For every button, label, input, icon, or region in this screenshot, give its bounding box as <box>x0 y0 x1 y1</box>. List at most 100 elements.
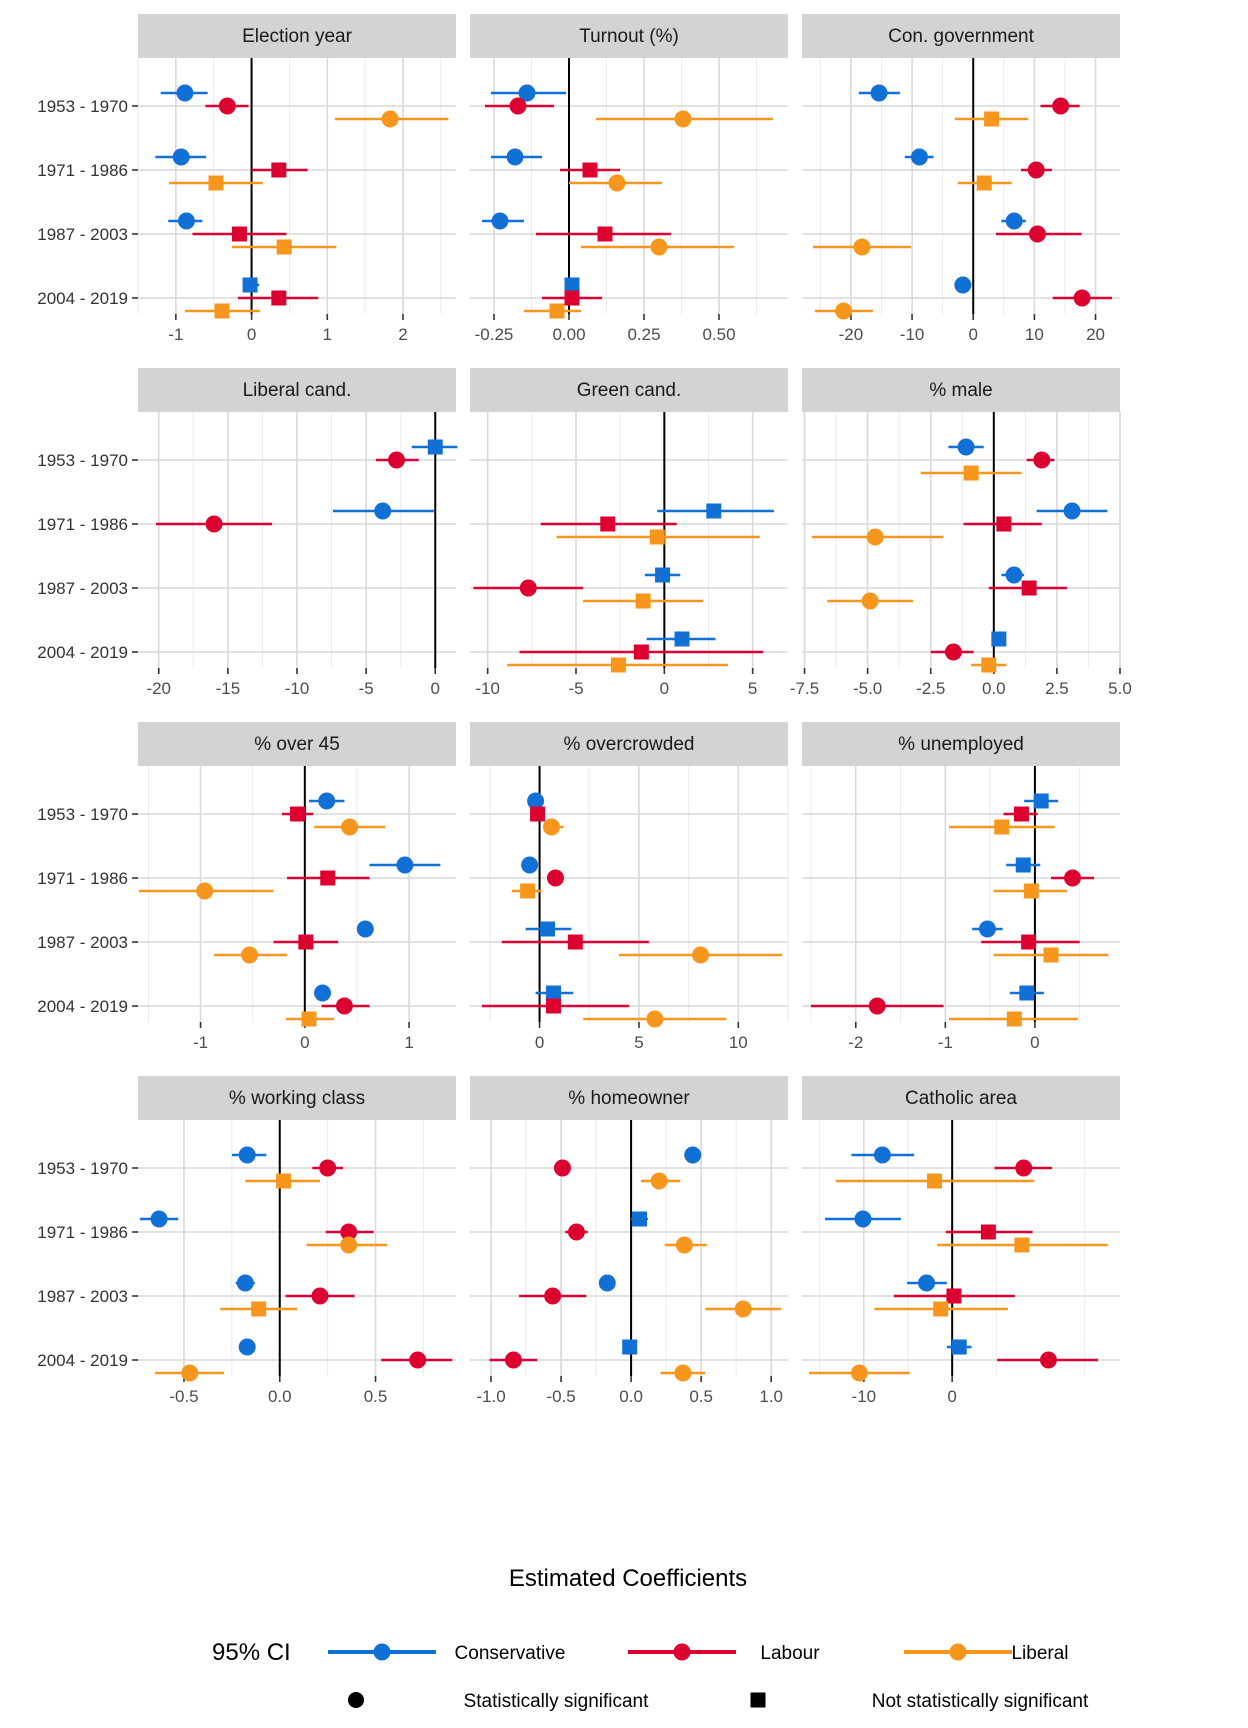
point-estimate-significant <box>519 579 537 597</box>
y-tick-label: 2004 - 2019 <box>37 643 128 662</box>
panel-strip <box>138 368 456 412</box>
x-tick-label: -10 <box>285 679 310 698</box>
point-estimate-significant <box>396 856 414 874</box>
point-estimate-not-significant <box>984 111 1000 127</box>
point-estimate-significant <box>957 438 975 456</box>
x-tick-label: -1 <box>193 1033 208 1052</box>
y-tick-label: 2004 - 2019 <box>37 1351 128 1370</box>
point-estimate-significant <box>835 302 853 320</box>
panel-background <box>802 58 1120 314</box>
point-estimate-significant <box>910 148 928 166</box>
point-estimate-not-significant <box>635 593 651 609</box>
legend-label: Liberal <box>1011 1643 1068 1664</box>
point-estimate-significant <box>196 882 214 900</box>
x-tick-label: 0 <box>1030 1033 1039 1052</box>
panel-title: % working class <box>229 1088 365 1109</box>
point-estimate-significant <box>870 84 888 102</box>
y-tick-label: 1953 - 1970 <box>37 97 128 116</box>
x-tick-label: 1.0 <box>759 1387 783 1406</box>
point-estimate-not-significant <box>600 516 616 532</box>
series-liberal <box>524 110 773 319</box>
panel-background <box>470 1120 788 1376</box>
series-labour <box>192 97 319 306</box>
point-estimate-significant <box>335 997 353 1015</box>
point-estimate-not-significant <box>981 657 997 673</box>
series-conservative <box>598 1146 702 1355</box>
point-estimate-not-significant <box>276 1173 292 1189</box>
y-tick-label: 1971 - 1986 <box>37 161 128 180</box>
panel-title: % overcrowded <box>564 734 695 755</box>
y-tick-label: 1953 - 1970 <box>37 451 128 470</box>
point-estimate-significant <box>873 1146 891 1164</box>
point-estimate-not-significant <box>545 985 561 1001</box>
point-estimate-significant <box>176 84 194 102</box>
point-estimate-significant <box>218 97 236 115</box>
point-estimate-significant <box>978 920 996 938</box>
panel-strip <box>138 1076 456 1120</box>
series-labour <box>893 1159 1098 1369</box>
point-estimate-not-significant <box>520 883 536 899</box>
series-labour <box>810 806 1095 1015</box>
series-labour <box>485 97 671 306</box>
point-estimate-not-significant <box>951 1339 967 1355</box>
point-estimate-significant <box>646 1010 664 1028</box>
series-liberal <box>169 110 449 319</box>
legend-shape-circle: Statistically significant <box>348 1691 649 1712</box>
x-tick-label: -5 <box>359 679 374 698</box>
point-estimate-significant <box>650 1172 668 1190</box>
point-estimate-not-significant <box>622 1339 638 1355</box>
y-tick-label: 1971 - 1986 <box>37 1223 128 1242</box>
series-labour <box>489 1159 588 1369</box>
point-estimate-significant <box>734 1300 752 1318</box>
point-estimate-significant <box>674 110 692 128</box>
point-estimate-not-significant <box>1023 883 1039 899</box>
point-estimate-significant <box>850 1364 868 1382</box>
point-estimate-significant <box>238 1338 256 1356</box>
y-tick-label: 1987 - 2003 <box>37 1287 128 1306</box>
legend-key-point <box>949 1643 967 1661</box>
x-tick-label: -1.0 <box>476 1387 505 1406</box>
series-conservative <box>155 84 260 293</box>
point-estimate-not-significant <box>208 175 224 191</box>
legend-shape-label: Statistically significant <box>464 1691 650 1712</box>
point-estimate-not-significant <box>301 1011 317 1027</box>
x-tick-label: 0.00 <box>552 325 585 344</box>
series-conservative <box>332 439 458 520</box>
point-estimate-not-significant <box>564 290 580 306</box>
point-estimate-significant <box>868 997 886 1015</box>
panel-title: % unemployed <box>898 734 1024 755</box>
series-liberal <box>809 1173 1108 1382</box>
point-estimate-not-significant <box>427 439 443 455</box>
point-estimate-not-significant <box>290 806 306 822</box>
panel-background <box>802 1120 1120 1376</box>
point-estimate-significant <box>518 84 536 102</box>
point-estimate-not-significant <box>933 1301 949 1317</box>
series-liberal <box>155 1173 388 1382</box>
point-estimate-not-significant <box>674 631 690 647</box>
series-conservative <box>824 1146 972 1355</box>
panel-catholic-area: Catholic area -10 0 <box>802 1076 1120 1406</box>
series-conservative <box>858 84 1026 294</box>
series-conservative <box>644 503 774 647</box>
x-tick-label: 0.0 <box>268 1387 292 1406</box>
point-estimate-significant <box>388 451 406 469</box>
point-estimate-significant <box>854 1210 872 1228</box>
point-estimate-significant <box>853 238 871 256</box>
point-estimate-significant <box>544 1287 562 1305</box>
x-tick-label: 0 <box>660 679 669 698</box>
point-estimate-not-significant <box>582 162 598 178</box>
x-tick-label: 0.50 <box>702 325 735 344</box>
x-tick-label: 0 <box>431 679 440 698</box>
y-tick-label: 2004 - 2019 <box>37 997 128 1016</box>
point-estimate-significant <box>1028 225 1046 243</box>
point-estimate-significant <box>241 946 259 964</box>
point-estimate-not-significant <box>567 934 583 950</box>
x-tick-label: 10 <box>1025 325 1044 344</box>
y-tick-label: 1987 - 2003 <box>37 579 128 598</box>
point-estimate-significant <box>674 1364 692 1382</box>
point-estimate-not-significant <box>271 290 287 306</box>
series-liberal <box>139 818 386 1027</box>
panel-strip <box>470 1076 788 1120</box>
